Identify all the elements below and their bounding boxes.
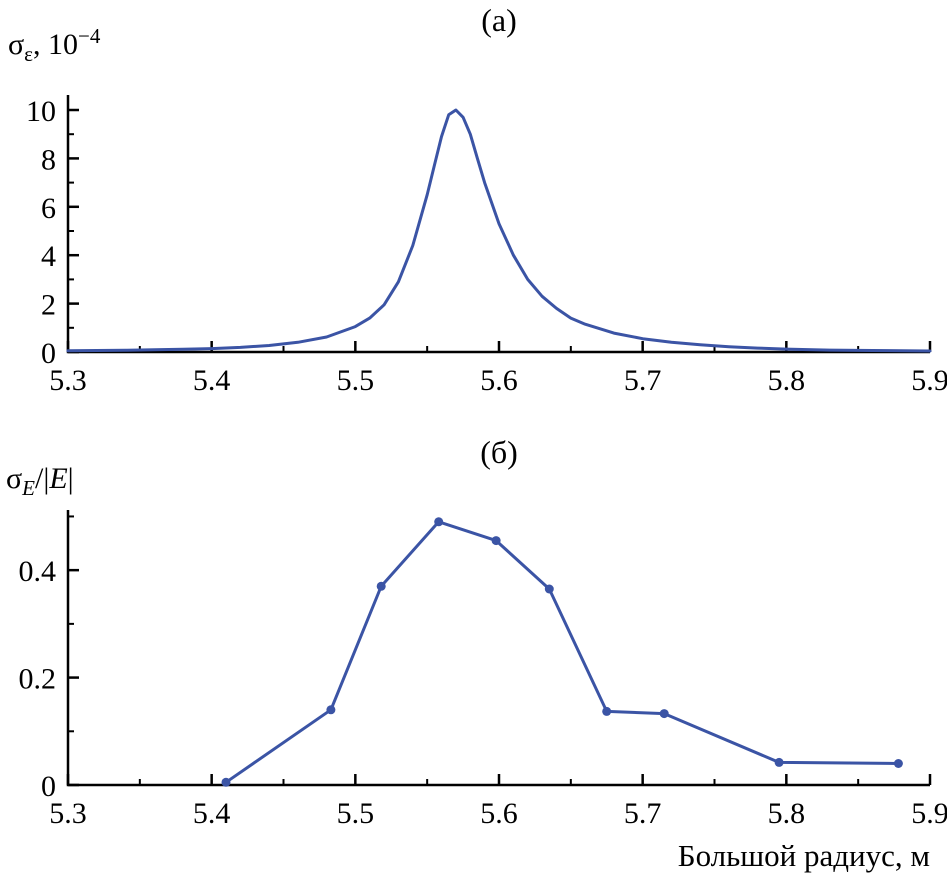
divide-bar-text: /| bbox=[35, 462, 50, 495]
sigma-symbol: σ bbox=[6, 462, 23, 495]
data-point-marker bbox=[602, 706, 612, 716]
E-symbol: E bbox=[49, 462, 68, 495]
x-tick-label: 5.5 bbox=[337, 797, 375, 830]
chart-b-canvas: 5.3 5.4 5.5 5.6 5.7 5.8 5.9 0 0.2 0.4 bbox=[19, 510, 947, 830]
data-point-marker bbox=[326, 705, 336, 715]
y-tick-label: 6 bbox=[41, 192, 56, 225]
x-axis-label: Большой радиус, м bbox=[677, 838, 930, 873]
data-point-marker bbox=[491, 536, 501, 546]
x-tick-label: 5.8 bbox=[768, 364, 806, 397]
sigma-subscript-E: E bbox=[22, 476, 35, 500]
y-tick-label: 4 bbox=[41, 240, 56, 273]
x-tick-label: 5.8 bbox=[768, 797, 806, 830]
x-tick-label: 5.7 bbox=[624, 364, 662, 397]
y-tick-label: 2 bbox=[41, 289, 56, 322]
data-point-marker bbox=[221, 777, 231, 787]
data-point-marker bbox=[434, 517, 444, 527]
x-tick-label: 5.4 bbox=[193, 364, 231, 397]
chart-b-ylabel: σE/|E| bbox=[6, 462, 74, 501]
chart-a-title: (а) bbox=[481, 2, 517, 38]
x-tick-label: 5.6 bbox=[480, 797, 518, 830]
chart-a-ylabel: σε, 10−4 bbox=[8, 24, 100, 67]
exponent-text: −4 bbox=[78, 24, 101, 48]
x-tick-label: 5.9 bbox=[911, 364, 947, 397]
y-tick-label: 8 bbox=[41, 143, 56, 176]
y-tick-label: 10 bbox=[26, 95, 56, 128]
data-point-marker bbox=[544, 584, 554, 594]
y-tick-label: 0 bbox=[41, 770, 56, 803]
data-line bbox=[66, 108, 932, 353]
x-tick-label: 5.3 bbox=[49, 797, 87, 830]
axis-lines bbox=[66, 510, 930, 787]
data-point-marker bbox=[659, 709, 669, 719]
units-scale-text: , 10 bbox=[33, 28, 78, 61]
y-tick-label: 0.2 bbox=[19, 663, 57, 696]
x-tick-label: 5.5 bbox=[337, 364, 375, 397]
x-tick-label: 5.4 bbox=[193, 797, 231, 830]
x-tick-label: 5.6 bbox=[480, 364, 518, 397]
chart-b-title: (б) bbox=[480, 434, 518, 470]
data-point-marker bbox=[376, 581, 386, 591]
y-tick-label: 0 bbox=[41, 337, 56, 370]
data-line bbox=[224, 520, 900, 784]
closing-bar-text: | bbox=[67, 462, 74, 495]
x-tick-label: 5.7 bbox=[624, 797, 662, 830]
y-tick-label: 0.4 bbox=[19, 555, 57, 588]
sigma-subscript-epsilon: ε bbox=[24, 42, 33, 66]
x-tick-label: 5.9 bbox=[911, 797, 947, 830]
chart-a-canvas: 5.3 5.4 5.5 5.6 5.7 5.8 5.9 0 2 4 6 8 10 bbox=[26, 95, 947, 397]
x-tick-label: 5.3 bbox=[49, 364, 87, 397]
data-point-marker bbox=[774, 757, 784, 767]
sigma-symbol: σ bbox=[8, 28, 25, 61]
data-point-marker bbox=[893, 759, 903, 768]
